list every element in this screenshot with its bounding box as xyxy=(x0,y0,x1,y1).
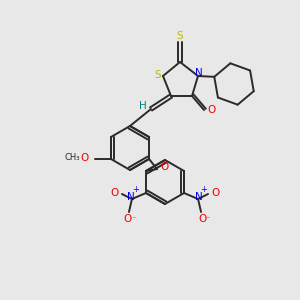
Text: ⁻: ⁻ xyxy=(206,214,210,224)
Text: N: N xyxy=(195,192,203,202)
Text: O: O xyxy=(111,188,119,198)
Text: N: N xyxy=(195,68,203,78)
Text: O: O xyxy=(81,153,89,163)
Text: O: O xyxy=(160,162,168,172)
Text: S: S xyxy=(177,31,183,41)
Text: +: + xyxy=(201,184,208,194)
Text: CH₃: CH₃ xyxy=(64,154,80,163)
Text: +: + xyxy=(133,184,140,194)
Text: O: O xyxy=(198,214,206,224)
Text: O: O xyxy=(211,188,219,198)
Text: N: N xyxy=(127,192,135,202)
Text: H: H xyxy=(139,101,147,111)
Text: S: S xyxy=(155,70,161,80)
Text: ⁻: ⁻ xyxy=(132,214,136,224)
Text: O: O xyxy=(124,214,132,224)
Text: O: O xyxy=(207,105,215,115)
